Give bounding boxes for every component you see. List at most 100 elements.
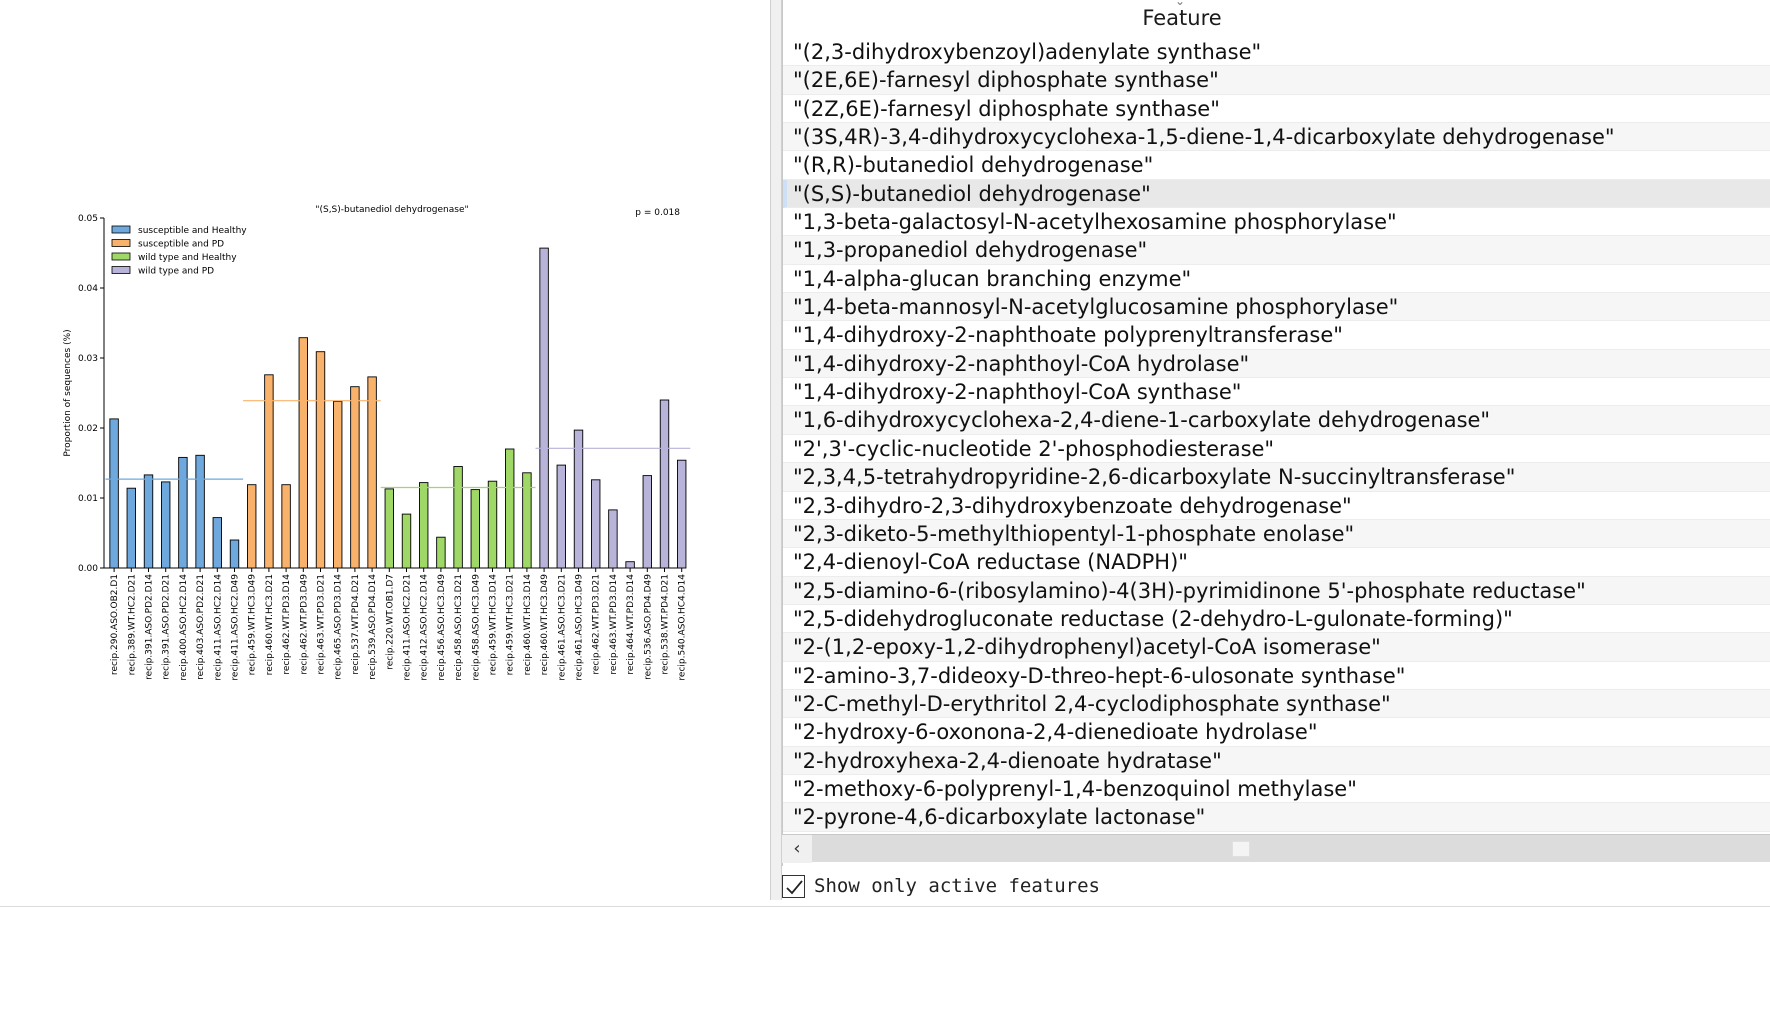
bar: [143, 474, 154, 569]
active-features-label: Show only active features: [814, 875, 1100, 897]
bar: [625, 561, 635, 569]
feature-list-item[interactable]: "1,3-propanediol dehydrogenase": [783, 236, 1770, 265]
x-tick-label: recip.391.ASO.PD2.D21: [162, 574, 172, 680]
bar: [384, 488, 394, 569]
legend-entry: wild type and Healthy: [138, 253, 237, 263]
legend-entry: wild type and PD: [138, 267, 214, 277]
feature-list-item[interactable]: "2,3,4,5-tetrahydropyridine-2,6-dicarbox…: [783, 463, 1770, 492]
bottom-area: [0, 906, 1770, 1016]
bar: [246, 484, 257, 569]
x-tick-label: recip.290.ASO.OB2.D1: [110, 574, 120, 675]
y-axis-label: Proportion of sequences (%): [63, 329, 73, 456]
pane-splitter[interactable]: [770, 0, 782, 900]
x-tick-label: recip.460.WT.HC3.D14: [523, 574, 533, 676]
bar: [505, 448, 515, 569]
y-tick-label: 0.01: [78, 494, 98, 504]
scrollbar-thumb[interactable]: [1232, 841, 1250, 857]
active-features-toggle[interactable]: Show only active features: [782, 866, 1770, 906]
bar: [195, 454, 205, 569]
bar: [470, 489, 480, 569]
feature-list-item[interactable]: "1,4-dihydroxy-2-naphthoyl-CoA synthase": [783, 378, 1770, 407]
x-tick-label: recip.459.WT.HC3.D49: [248, 574, 258, 676]
x-tick-label: recip.403.ASO.PD2.D21: [196, 574, 206, 680]
feature-list-item[interactable]: "(3S,4R)-3,4-dihydroxycyclohexa-1,5-dien…: [783, 123, 1770, 152]
x-tick-label: recip.458.ASO.HC3.D49: [471, 574, 481, 681]
y-tick-label: 0.04: [78, 284, 98, 294]
active-features-checkbox[interactable]: [782, 875, 805, 898]
bar: [591, 479, 601, 569]
x-tick-label: recip.461.ASO.HC3.D49: [575, 574, 585, 681]
y-tick-label: 0.02: [78, 424, 98, 434]
bar: [642, 475, 652, 569]
feature-list-item[interactable]: "2-hydroxy-6-oxonona-2,4-dienedioate hyd…: [783, 718, 1770, 747]
feature-list-item[interactable]: "2,5-diamino-6-(ribosylamino)-4(3H)-pyri…: [783, 576, 1770, 605]
bar: [212, 517, 223, 569]
bar: [608, 509, 618, 569]
x-tick-label: recip.389.WT.HC2.D21: [127, 574, 137, 675]
x-tick-label: recip.459.WT.HC3.D21: [506, 574, 516, 675]
checkmark-icon: [786, 880, 803, 895]
x-tick-label: recip.411.ASO.HC2.D21: [403, 574, 413, 681]
feature-column-header[interactable]: ⌄ Feature: [783, 0, 1770, 38]
x-tick-label: recip.458.ASO.HC3.D21: [454, 574, 464, 681]
bar-chart: 0.00 0.01 0.02 0.03 0.04 0.05 Proportion of se…: [63, 205, 691, 681]
feature-list-item[interactable]: "(2E,6E)-farnesyl diphosphate synthase": [783, 66, 1770, 95]
x-tick-label: recip.537.WT.PD4.D21: [351, 574, 361, 675]
chart-title: "(S,S)-butanediol dehydrogenase": [315, 205, 468, 215]
feature-header-label: Feature: [1142, 6, 1222, 30]
bar: [487, 480, 498, 569]
feature-list-item[interactable]: "2-hydroxyhexa-2,4-dienoate hydratase": [783, 746, 1770, 775]
feature-list-item[interactable]: "1,4-beta-mannosyl-N-acetylglucosamine p…: [783, 293, 1770, 322]
feature-list-item[interactable]: "1,4-dihydroxy-2-naphthoate polyprenyltr…: [783, 321, 1770, 350]
bar: [126, 487, 137, 569]
feature-list-item[interactable]: "2-methoxy-6-polyprenyl-1,4-benzoquinol …: [783, 775, 1770, 804]
x-tick-label: recip.460.WT.HC3.D21: [265, 574, 275, 675]
horizontal-scrollbar[interactable]: ‹: [782, 834, 1770, 863]
x-tick-label: recip.456.ASO.HC3.D49: [437, 574, 447, 681]
bar: [659, 399, 670, 569]
feature-list-item[interactable]: "2,5-didehydrogluconate reductase (2-deh…: [783, 605, 1770, 634]
feature-list-item[interactable]: "2-(1,2-epoxy-1,2-dihydrophenyl)acetyl-C…: [783, 633, 1770, 662]
bar: [350, 386, 360, 569]
feature-list-item[interactable]: "(S,S)-butanediol dehydrogenase": [783, 179, 1770, 209]
bar: [160, 481, 171, 569]
x-tick-label: recip.220.WT.OB1.D7: [385, 574, 395, 670]
scroll-left-arrow-icon[interactable]: ‹: [782, 835, 812, 863]
bar: [229, 539, 240, 569]
feature-list-item[interactable]: "1,4-dihydroxy-2-naphthoyl-CoA hydrolase…: [783, 349, 1770, 379]
bar: [453, 466, 463, 569]
feature-list-item[interactable]: "2,3-dihydro-2,3-dihydroxybenzoate dehyd…: [783, 492, 1770, 520]
x-tick-label: recip.400.ASO.HC2.D14: [179, 574, 189, 681]
chart-pane: 0.00 0.01 0.02 0.03 0.04 0.05 Proportion of se…: [0, 0, 770, 900]
x-tick-label: recip.536.ASO.PD4.D49: [643, 574, 653, 680]
legend-swatch: [111, 225, 131, 234]
bar: [281, 484, 291, 569]
feature-list-item[interactable]: "2-pyrone-4,6-dicarboxylate lactonase": [783, 803, 1770, 832]
bar: [539, 247, 549, 569]
feature-list-item[interactable]: "2',3'-cyclic-nucleotide 2'-phosphodiest…: [783, 435, 1770, 464]
bar: [401, 513, 412, 569]
feature-list-item[interactable]: "(R,R)-butanediol dehydrogenase": [783, 151, 1770, 180]
x-tick-label: recip.463.WT.PD3.D14: [609, 574, 619, 675]
feature-list-item[interactable]: "2-amino-3,7-dideoxy-D-threo-hept-6-ulos…: [783, 662, 1770, 690]
x-tick-label: recip.462.WT.PD3.D49: [299, 574, 309, 675]
x-tick-label: recip.462.WT.PD3.D21: [592, 574, 602, 675]
feature-list-item[interactable]: "(2Z,6E)-farnesyl diphosphate synthase": [783, 95, 1770, 124]
feature-list-item[interactable]: "2-C-methyl-D-erythritol 2,4-cyclodiphos…: [783, 689, 1770, 719]
bar: [333, 400, 343, 569]
feature-list-item[interactable]: "1,6-dihydroxycyclohexa-2,4-diene-1-carb…: [783, 406, 1770, 435]
feature-list-item[interactable]: "1,4-alpha-glucan branching enzyme": [783, 265, 1770, 294]
feature-list-item[interactable]: "1,3-beta-galactosyl-N-acetylhexosamine …: [783, 208, 1770, 237]
x-tick-label: recip.462.WT.PD3.D14: [282, 574, 292, 675]
feature-list-item[interactable]: "2,4-dienoyl-CoA reductase (NADPH)": [783, 548, 1770, 577]
legend-entry: susceptible and Healthy: [138, 226, 247, 236]
x-tick-label: recip.540.ASO.HC4.D14: [678, 574, 688, 681]
feature-list-item[interactable]: "2,3-diketo-5-methylthiopentyl-1-phospha…: [783, 519, 1770, 549]
x-tick-label: recip.411.ASO.HC2.D14: [213, 574, 223, 681]
bar: [436, 536, 446, 569]
bar: [367, 376, 377, 569]
x-tick-label: recip.411.ASO.HC2.D49: [231, 574, 241, 681]
bar: [298, 337, 308, 569]
feature-list-item[interactable]: "(2,3-dihydroxybenzoyl)adenylate synthas…: [783, 38, 1770, 67]
bar: [677, 459, 687, 569]
